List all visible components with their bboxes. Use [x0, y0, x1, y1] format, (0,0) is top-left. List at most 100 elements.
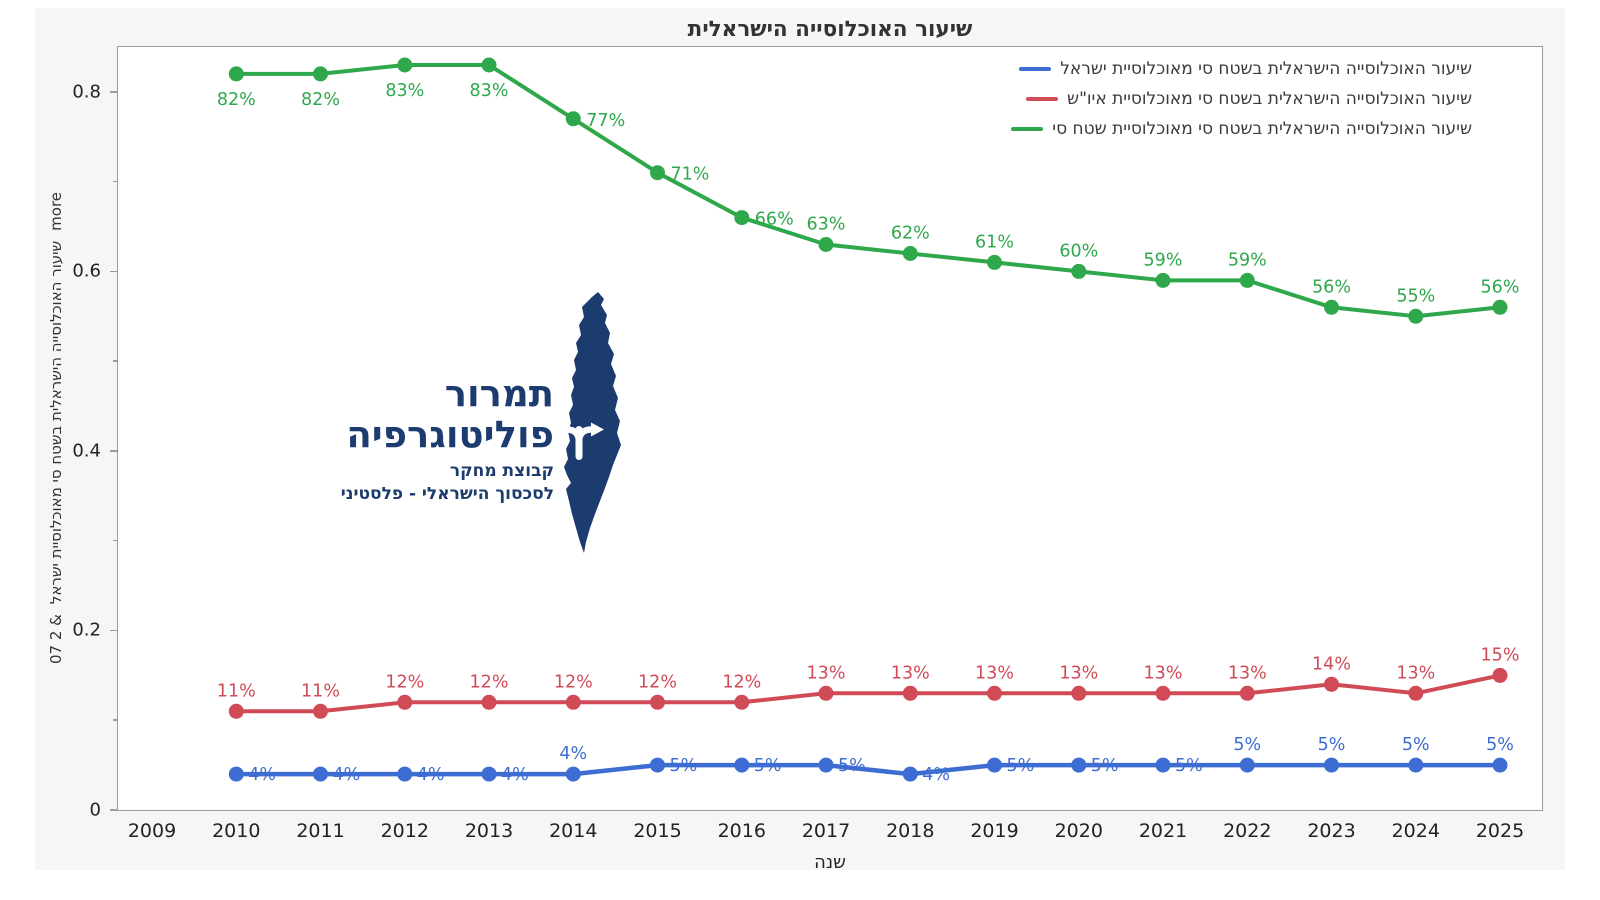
x-axis-label: שנה	[814, 852, 846, 873]
legend-label: שיעור האוכלוסייה הישראלית בשטח סי מאוכלו…	[1067, 89, 1472, 109]
data-point	[1324, 676, 1339, 692]
watermark-logo: תמרור פוליטוגרפיה קבוצת מחקר לסכסוך הישר…	[341, 290, 640, 564]
legend-swatch-icon	[1026, 97, 1059, 101]
data-point-label: 5%	[754, 756, 782, 776]
y-minor-tick	[113, 360, 118, 362]
data-point-label: 83%	[470, 81, 509, 101]
data-point	[397, 766, 413, 782]
legend-item-1: שיעור האוכלוסייה הישראלית בשטח סי מאוכלו…	[1011, 85, 1472, 113]
data-point-label: 59%	[1228, 250, 1267, 270]
chart-title: שיעור האוכלוסייה הישראלית	[687, 17, 973, 42]
israel-map-silhouette	[564, 292, 621, 553]
data-point-label: 4%	[922, 765, 950, 785]
x-tick-label: 2014	[549, 820, 598, 842]
series-line-0	[236, 762, 1500, 777]
x-tick-label: 2022	[1223, 820, 1272, 842]
data-point-label: 12%	[470, 672, 509, 692]
x-axis: 2009 2010 2011 2012 2013 2014 2015 2016 2017 2018…	[118, 818, 1542, 846]
data-point	[1408, 308, 1424, 324]
chart-canvas: 4% 4% 4% 4% 4% 5% 5% 5% 4% 5% 5% 5% 5% 5% 5% 5% 11% 11% 12…	[217, 57, 1520, 785]
data-point	[818, 757, 834, 773]
data-point	[228, 66, 244, 82]
x-tick-label: 2011	[296, 820, 345, 842]
data-point-label: 5%	[1233, 735, 1261, 755]
legend-label: שיעור האוכלוסייה הישראלית בשטח סי מאוכלו…	[1052, 119, 1472, 139]
x-tick-label: 2024	[1391, 820, 1440, 842]
data-point-label: 60%	[1059, 241, 1098, 261]
data-point-label: 12%	[722, 672, 761, 692]
data-point	[1408, 757, 1424, 773]
legend-label: שיעור האוכלוסייה הישראלית בשטח סי מאוכלו…	[1060, 59, 1472, 79]
logo-text: תמרור פוליטוגרפיה קבוצת מחקר לסכסוך הישר…	[318, 372, 554, 505]
logo-title-line1: תמרור	[444, 372, 554, 415]
data-point-label: 5%	[838, 756, 866, 776]
data-point	[902, 685, 918, 701]
legend-item-2: שיעור האוכלוסייה הישראלית בשטח סי מאוכלו…	[1011, 115, 1472, 143]
data-point-label: 13%	[975, 663, 1014, 683]
x-tick-label: 2017	[801, 820, 851, 842]
data-point	[987, 254, 1002, 270]
data-point-label: 13%	[1144, 663, 1183, 683]
y-minor-tick	[113, 180, 118, 183]
x-tick-label: 2015	[633, 820, 682, 842]
data-point-label: 14%	[1312, 654, 1351, 674]
logo-subtitle-line1: קבוצת מחקר	[449, 461, 554, 482]
data-point-label: 5%	[1175, 756, 1203, 776]
data-point	[650, 757, 665, 773]
y-major-tick	[110, 629, 118, 632]
data-point	[650, 165, 665, 181]
data-point-label: 12%	[554, 672, 593, 692]
data-point-label: 15%	[1481, 645, 1520, 665]
data-point-label: 13%	[891, 663, 930, 683]
data-point	[734, 757, 750, 773]
y-tick-label: 0	[89, 799, 101, 821]
series-line-2	[236, 63, 1501, 319]
data-point-label: 5%	[1091, 756, 1119, 776]
data-point	[1492, 667, 1508, 683]
data-point-label: 71%	[671, 165, 710, 185]
data-point-label: 56%	[1481, 277, 1520, 297]
data-point	[1492, 299, 1508, 315]
data-point	[481, 57, 497, 73]
logo-title-line2: פוליטוגרפיה	[346, 412, 554, 456]
data-point-label: 4%	[333, 765, 361, 785]
data-point-label: 12%	[638, 672, 677, 692]
data-point	[734, 694, 750, 710]
data-point-label: 4%	[248, 765, 276, 785]
data-point	[228, 703, 244, 719]
data-point	[1324, 299, 1339, 315]
x-tick-label: 2016	[717, 820, 766, 842]
data-point-label: 5%	[1318, 735, 1346, 755]
legend-swatch-icon	[1011, 127, 1044, 131]
israel-map-icon	[554, 292, 621, 553]
data-point	[987, 685, 1002, 701]
data-point	[1239, 685, 1255, 701]
y-major-tick	[110, 270, 118, 273]
data-point-label: 5%	[1486, 735, 1514, 755]
data-point	[902, 246, 918, 261]
x-tick-label: 2013	[464, 820, 514, 842]
data-point	[565, 694, 581, 710]
y-tick-label: 0.6	[72, 260, 101, 282]
data-point	[481, 694, 497, 710]
data-point	[818, 237, 834, 252]
data-point	[313, 66, 328, 82]
x-tick-label: 2021	[1138, 820, 1188, 842]
data-point	[1492, 757, 1508, 773]
x-tick-label: 2012	[380, 820, 429, 842]
x-tick-label: 2025	[1475, 820, 1525, 842]
data-point-label: 63%	[807, 215, 846, 235]
data-point	[818, 685, 834, 701]
data-point-label: 13%	[807, 663, 846, 683]
data-point	[1239, 757, 1255, 773]
data-point-label: 5%	[1402, 735, 1430, 755]
data-point	[1071, 685, 1087, 701]
data-point-label: 83%	[385, 81, 424, 101]
x-tick-label: 2020	[1054, 820, 1103, 842]
fork-arrow-icon	[554, 422, 604, 460]
data-point	[1408, 685, 1424, 701]
data-point	[987, 757, 1002, 773]
legend-item-0: שיעור האוכלוסייה הישראלית בשטח סי מאוכלו…	[1011, 55, 1472, 83]
y-tick-label: 0.8	[72, 81, 101, 103]
data-point	[313, 703, 328, 719]
